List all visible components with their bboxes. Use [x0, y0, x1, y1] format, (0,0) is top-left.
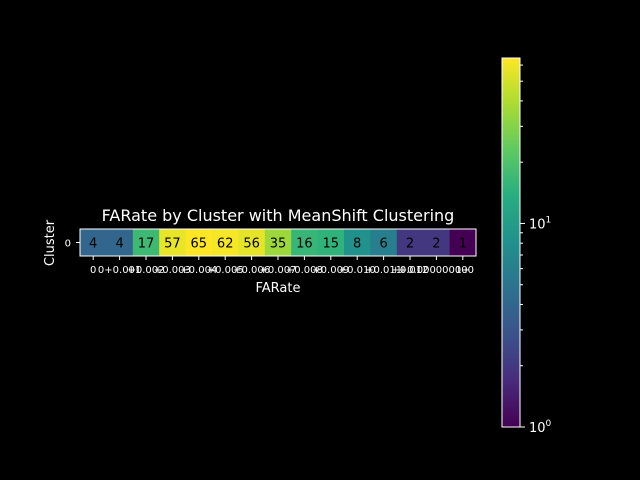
y-tick-label: 0 [65, 239, 71, 250]
chart-title: FARate by Cluster with MeanShift Cluster… [102, 206, 455, 225]
x-tick-label: +0.002 [127, 265, 164, 276]
heatmap-cell [106, 229, 134, 256]
x-tick-label: +0.012 [391, 265, 428, 276]
heatmap-cell [238, 229, 266, 256]
heatmap-cell [370, 229, 398, 256]
x-tick-label: +0.008 [286, 265, 323, 276]
cell-value-label: 56 [243, 237, 260, 252]
heatmap-cell [132, 229, 160, 256]
cell-value-label: 8 [353, 237, 361, 252]
x-tick-label: +0.009 [312, 265, 349, 276]
cell-value-label: 65 [191, 237, 208, 252]
heatmap-cell [344, 229, 371, 256]
x-tick-label: +0.007 [259, 265, 296, 276]
heatmap-cells: 4 4 17 57 65 62 56 35 16 15 8 6 2 2 1 [80, 229, 477, 256]
cell-value-label: 6 [379, 237, 387, 252]
x-tick-label: +0.000000000 [399, 265, 474, 276]
cell-value-label: 4 [89, 237, 97, 252]
x-tick-label: +0.003 [154, 265, 191, 276]
colorbar [501, 57, 521, 428]
x-tick-label: +0.004 [180, 265, 217, 276]
heatmap-cell [264, 229, 292, 256]
heatmap-cell [185, 229, 213, 256]
heatmap-cell [449, 229, 477, 256]
heatmap-cell [291, 229, 318, 256]
cell-value-label: 15 [323, 237, 340, 252]
x-tick-label: 0+0.001 [98, 265, 141, 276]
heatmap-cell [423, 229, 450, 256]
colorbar-ticks: 100 101 [520, 64, 552, 436]
heatmap-cell [159, 229, 186, 256]
cell-value-label: 35 [270, 237, 287, 252]
x-tick-label: +0.006 [233, 265, 270, 276]
heatmap-cell [317, 229, 345, 256]
heatmap-cell [396, 229, 424, 256]
x-tick-label: +0.005 [207, 265, 244, 276]
heatmap-cell [80, 229, 107, 256]
x-axis-label: FARate [256, 281, 301, 296]
cell-value-label: 1 [459, 237, 467, 252]
cell-value-label: 16 [296, 237, 313, 252]
colorbar-tick-label: 101 [529, 215, 551, 232]
x-axis-ticks: 0 0+0.001+0.002+0.003+0.004+0.005+0.006+0… [90, 256, 474, 276]
heatmap-cell [212, 229, 239, 256]
cell-value-label: 57 [164, 237, 181, 252]
y-axis-ticks: 0 [65, 239, 80, 250]
x-tick-label: +0.011 [365, 265, 402, 276]
cell-value-label: 2 [432, 237, 440, 252]
x-tick-label: +0.010 [339, 265, 376, 276]
y-axis-label: Cluster [43, 219, 58, 266]
x-tick-label: 1+ [455, 265, 470, 276]
cell-value-label: 62 [217, 237, 234, 252]
x-tick-label: 0 [90, 265, 96, 276]
cell-value-label: 17 [138, 237, 155, 252]
colorbar-tick-label: 100 [529, 419, 552, 436]
cell-value-label: 4 [115, 237, 123, 252]
cell-value-label: 2 [406, 237, 414, 252]
